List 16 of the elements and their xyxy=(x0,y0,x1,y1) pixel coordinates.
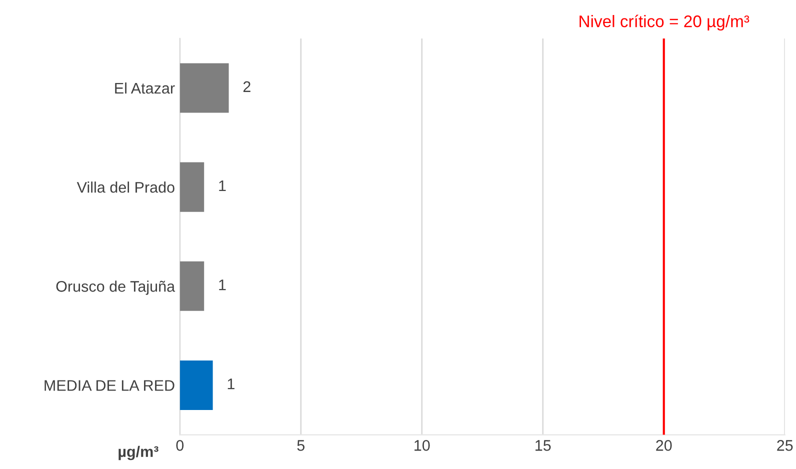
y-tick-label: Orusco de Tajuña xyxy=(56,280,176,295)
x-tick-label: 15 xyxy=(536,440,551,451)
x-tick-label: 20 xyxy=(656,440,672,451)
data-label: 1 xyxy=(219,280,226,290)
y-tick-label: MEDIA DE LA RED xyxy=(44,380,174,391)
y-tick-label: Villa del Prado xyxy=(76,182,174,193)
ref-line-label: Nivel crítico = 20 µg/m³ xyxy=(580,14,750,31)
x-axis-title: µg/m³ xyxy=(118,446,158,460)
x-tick-label: 5 xyxy=(297,440,304,451)
data-label: 2 xyxy=(243,81,250,92)
x-tick-label: 10 xyxy=(414,440,430,451)
x-tick-label: 0 xyxy=(176,440,184,451)
data-label: 1 xyxy=(219,180,226,192)
x-tick-label: 25 xyxy=(777,440,793,451)
data-label: 1 xyxy=(228,378,234,390)
y-tick-label: El Atazar xyxy=(115,82,175,94)
